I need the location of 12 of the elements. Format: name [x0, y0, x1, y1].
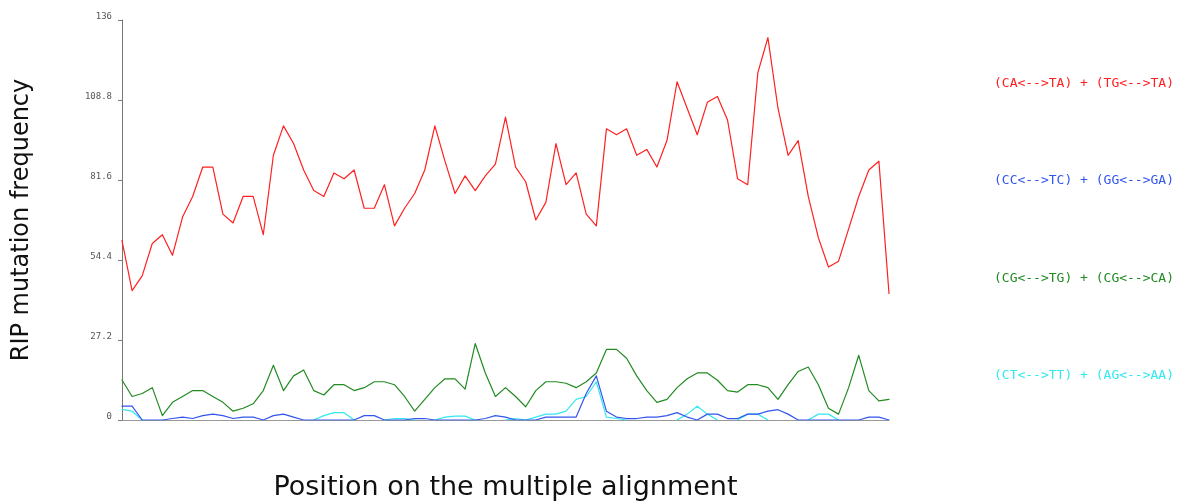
y-tick-label: 108.8 — [84, 90, 112, 101]
y-tick-label: 81.6 — [90, 170, 112, 181]
y-tick-label: 54.4 — [90, 250, 112, 261]
text: (CT<-->TT) + (AG<-->AA) — [993, 367, 1174, 382]
text: (CA<-->TA) + (TG<-->TA) — [993, 74, 1174, 90]
text: (CG<-->TG) + (CG<-->CA) — [993, 269, 1174, 285]
y-tick-label: 27.2 — [90, 330, 112, 341]
y-tick-label: 136 — [95, 10, 112, 21]
x-axis-title: Position on the multiple alignment — [273, 470, 738, 501]
y-axis-title: RIP mutation frequency — [6, 78, 34, 362]
y-tick-label: 0 — [106, 410, 112, 421]
text: (CC<-->TC) + (GG<-->GA) — [993, 172, 1174, 187]
